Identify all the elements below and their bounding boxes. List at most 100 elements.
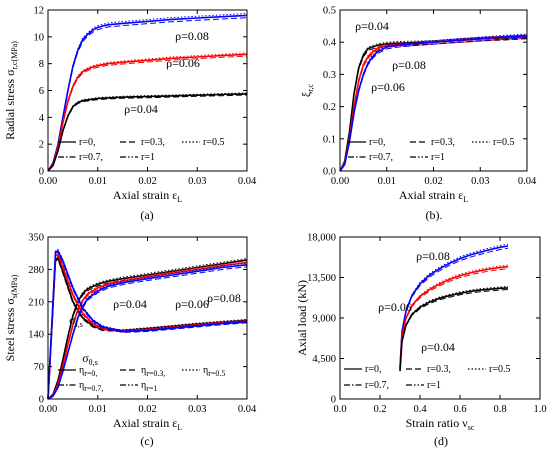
legend-label: r=0.3, bbox=[431, 137, 455, 148]
legend: ηr=0, ηr=0.3, ηr=0.5ηr=0.7, ηr=1 bbox=[58, 365, 225, 393]
annotation-main: ρ=0.04 bbox=[113, 297, 147, 311]
legend-label-main: r=1 bbox=[427, 380, 441, 391]
y-tick-label: 0.4 bbox=[323, 38, 337, 49]
series-line bbox=[399, 289, 509, 372]
annotation: ρ=0.06 bbox=[175, 297, 209, 311]
y-axis-label-main: Radial stress σ bbox=[3, 69, 17, 140]
legend-label-main: η bbox=[79, 380, 84, 391]
y-tick-label: 70 bbox=[34, 362, 45, 373]
legend-label-sub: r=0.5 bbox=[208, 369, 225, 378]
annotation-main: σ bbox=[69, 313, 76, 327]
x-axis-label-main: Strain ratio ν bbox=[406, 416, 469, 430]
legend-label: ηr=0.3, bbox=[141, 365, 165, 378]
panel-caption: (d) bbox=[434, 434, 448, 448]
annotation-main: ρ=0.04 bbox=[124, 102, 158, 116]
annotation-main: ρ=0.06 bbox=[371, 80, 405, 94]
legend: r=0, r=0.3, r=0.5 r=0.7, r=1 bbox=[344, 364, 510, 391]
x-tick-label: 0.2 bbox=[373, 404, 386, 415]
y-axis-label-main: Steel stress σ bbox=[3, 298, 17, 362]
x-axis-label: Axial strain εL bbox=[113, 416, 182, 432]
y-axis-label-main: Axial load (kN) bbox=[295, 280, 309, 356]
panel-1: 0.00 0.01 0.02 0.03 0.04 0 2 4 6 8 10 12 Axial strai… bbox=[3, 6, 257, 223]
annotation: ρ=0.08 bbox=[392, 58, 426, 72]
x-axis-label-sub: L bbox=[177, 195, 182, 204]
legend-label-main: r=0, bbox=[79, 137, 95, 148]
annotation: ρ=0.04 bbox=[124, 102, 158, 116]
legend-label: r=0, bbox=[79, 137, 95, 148]
x-tick-label: 0.00 bbox=[331, 176, 349, 187]
y-axis-label: Radial stress σr,c(MPa) bbox=[3, 41, 19, 140]
y-tick-label: 350 bbox=[28, 233, 44, 244]
y-tick-label: 10 bbox=[34, 32, 45, 43]
x-tick-label: 0.03 bbox=[188, 176, 206, 187]
y-tick-label: 0.2 bbox=[323, 102, 336, 113]
x-axis-label-sub: L bbox=[177, 423, 182, 432]
x-axis-label: Axial strain εL bbox=[113, 188, 182, 204]
annotation-main: ρ=0.08 bbox=[416, 249, 450, 263]
series-line bbox=[47, 252, 248, 400]
y-axis-label: Axial load (kN) bbox=[295, 280, 309, 356]
annotation-sub: l,s bbox=[76, 320, 83, 329]
x-tick-label: 0.6 bbox=[453, 404, 466, 415]
x-tick-label: 0.04 bbox=[518, 176, 537, 187]
annotation: σθ,s bbox=[82, 351, 97, 367]
legend-label-main: r=0.5 bbox=[203, 137, 224, 148]
series-line bbox=[339, 33, 528, 172]
x-tick-label: 0.00 bbox=[39, 176, 57, 187]
y-tick-label: 0.3 bbox=[323, 70, 336, 81]
legend-label: r=0.3, bbox=[141, 137, 165, 148]
x-tick-label: 0.8 bbox=[493, 404, 506, 415]
y-tick-label: 0.5 bbox=[323, 6, 336, 17]
annotation: ρ=0.06 bbox=[371, 80, 405, 94]
series-line bbox=[47, 17, 248, 172]
legend: r=0, r=0.3, r=0.5 r=0.7, r=1 bbox=[58, 137, 224, 163]
series-line bbox=[339, 35, 528, 172]
x-tick-label: 0.01 bbox=[378, 176, 396, 187]
legend-label-main: r=0.7, bbox=[369, 152, 393, 163]
series-line bbox=[399, 268, 509, 370]
series-line bbox=[339, 34, 528, 172]
x-tick-label: 0.00 bbox=[39, 404, 57, 415]
annotation-main: ρ=0.08 bbox=[175, 29, 209, 43]
legend-label-main: η bbox=[141, 380, 146, 391]
legend-label: r=0.5 bbox=[493, 137, 514, 148]
series-line bbox=[399, 243, 509, 368]
x-axis-label-main: Axial strain ε bbox=[399, 188, 463, 202]
y-axis-label-sub: r,c(MPa) bbox=[10, 41, 19, 70]
y-axis-label: ξr,c bbox=[299, 83, 315, 97]
x-tick-label: 1.0 bbox=[533, 404, 546, 415]
legend-label: r=0.3, bbox=[427, 364, 451, 375]
legend-label: r=1 bbox=[427, 380, 441, 391]
legend-label: r=0, bbox=[369, 137, 385, 148]
x-tick-label: 0.0 bbox=[333, 404, 346, 415]
annotation: ρ=0.04 bbox=[355, 19, 389, 33]
y-tick-label: 4 bbox=[39, 113, 45, 124]
panel-2: 0.00 0.01 0.02 0.03 0.04 0.0 0.1 0.2 0.3 0.4 0.5 Ax… bbox=[299, 6, 537, 223]
series-line bbox=[47, 258, 248, 400]
y-axis-label-sub: r,c bbox=[306, 83, 315, 91]
series-line bbox=[47, 14, 248, 172]
series-line bbox=[399, 247, 509, 368]
y-axis-label-sub: s(MPa) bbox=[10, 274, 19, 298]
y-tick-label: 9,000 bbox=[312, 314, 336, 325]
panel-caption: (c) bbox=[140, 434, 153, 448]
annotation: σl,s bbox=[69, 313, 83, 329]
y-tick-label: 12 bbox=[34, 6, 45, 17]
annotation-main: ρ=0.04 bbox=[355, 19, 389, 33]
legend: r=0, r=0.3, r=0.5 r=0.7, r=1 bbox=[348, 137, 514, 163]
legend-label: ηr=0.5 bbox=[203, 365, 225, 378]
panel-caption: (b). bbox=[426, 208, 443, 222]
y-axis-label: Steel stress σs(MPa) bbox=[3, 274, 19, 361]
x-axis-label-sub: sc bbox=[468, 423, 475, 432]
series-line bbox=[47, 255, 248, 400]
x-tick-label: 0.04 bbox=[238, 404, 257, 415]
legend-label-sub: r=1 bbox=[146, 384, 157, 393]
series-line bbox=[47, 253, 248, 400]
panel-4: 0.0 0.2 0.4 0.6 0.8 1.0 0 4,500 9,000 13,500 18,00… bbox=[295, 233, 547, 449]
legend-label-main: r=1 bbox=[431, 152, 445, 163]
series-line bbox=[339, 38, 528, 172]
legend-label-main: r=0.7, bbox=[365, 380, 389, 391]
annotation: ρ=0.04 bbox=[421, 340, 455, 354]
series-line bbox=[47, 249, 248, 400]
